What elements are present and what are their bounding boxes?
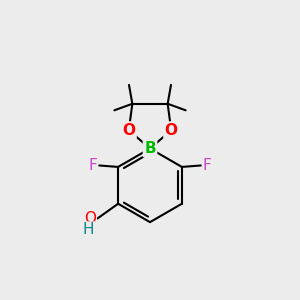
Text: O: O xyxy=(84,211,96,226)
Text: O: O xyxy=(122,123,135,138)
Text: F: F xyxy=(89,158,98,173)
Text: H: H xyxy=(83,222,94,237)
Text: O: O xyxy=(165,123,178,138)
Text: B: B xyxy=(144,141,156,156)
Text: F: F xyxy=(202,158,211,173)
